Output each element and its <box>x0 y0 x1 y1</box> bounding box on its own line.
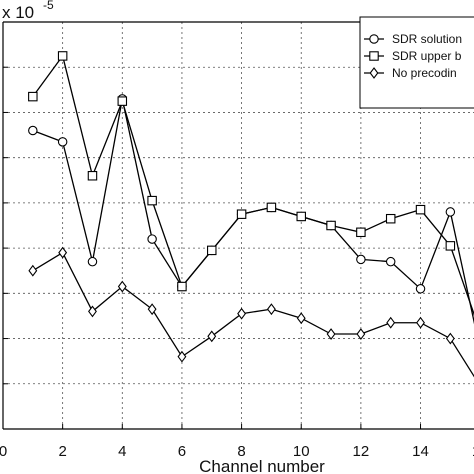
data-point-square <box>28 91 38 102</box>
legend: SDR solution SDR upper b No precodin <box>359 16 474 109</box>
data-point-square <box>147 195 157 206</box>
data-point-diamond <box>88 305 97 318</box>
tick-labels: 0 2 4 6 8 10 12 14 16 <box>0 443 474 460</box>
data-point-diamond <box>326 328 336 340</box>
data-point-square <box>117 96 128 106</box>
data-point-diamond <box>237 307 247 320</box>
data-point-circle <box>356 254 366 265</box>
data-point-circle <box>87 256 98 267</box>
legend-marker-circle <box>369 34 379 44</box>
data-point-diamond <box>58 246 68 259</box>
x-tick-label: 8 <box>237 443 245 460</box>
legend-label: SDR solution <box>392 32 462 46</box>
series-line-circle <box>32 98 474 325</box>
legend-marker-diamond <box>369 67 379 79</box>
series-square <box>28 51 474 316</box>
legend-label: SDR upper b <box>392 49 462 63</box>
legend-marker-square <box>369 51 379 61</box>
data-point-square <box>385 213 396 224</box>
legend-entries: SDR solution SDR upper b No precodin <box>364 32 462 80</box>
data-point-circle <box>28 125 38 136</box>
data-point-diamond <box>445 332 455 345</box>
data-point-diamond <box>28 264 38 277</box>
data-point-diamond <box>207 330 217 343</box>
legend-label: No precodin <box>392 66 457 80</box>
data-point-square <box>415 204 426 215</box>
data-point-square <box>87 171 98 181</box>
data-point-square <box>57 51 68 61</box>
x-tick-label: 10 <box>293 443 310 460</box>
data-point-diamond <box>177 350 187 363</box>
data-point-diamond <box>386 316 396 329</box>
series-circle <box>28 94 474 325</box>
data-point-circle <box>415 284 426 294</box>
data-point-square <box>236 209 247 219</box>
data-point-square <box>207 245 217 256</box>
scale-prefix: x 10 <box>2 3 34 22</box>
data-point-square <box>266 202 277 213</box>
x-tick-label: 16 <box>472 443 474 460</box>
scale-exponent: -5 <box>43 0 54 12</box>
data-point-square <box>445 241 456 251</box>
legend-box <box>359 16 474 109</box>
data-point-diamond <box>117 280 127 293</box>
x-tick-label: 0 <box>0 443 7 460</box>
data-point-circle <box>445 207 456 217</box>
data-point-circle <box>385 256 396 267</box>
x-tick-label: 12 <box>353 443 370 460</box>
series-diamond <box>28 246 474 378</box>
data-point-square <box>356 227 366 238</box>
data-point-square <box>177 281 187 292</box>
data-point-diamond <box>147 303 157 316</box>
data-point-diamond <box>296 312 306 325</box>
data-point-square <box>296 211 306 222</box>
x-tick-label: 6 <box>178 443 186 460</box>
x-axis-label: Channel number <box>199 457 325 474</box>
data-point-circle <box>57 137 68 147</box>
data-point-diamond <box>266 303 276 316</box>
data-point-square <box>326 220 336 231</box>
x-tick-label: 4 <box>118 443 126 460</box>
x-tick-label: 2 <box>58 443 66 460</box>
series-layer <box>28 51 474 378</box>
data-point-diamond <box>416 316 425 329</box>
data-point-diamond <box>356 328 366 340</box>
data-point-circle <box>147 234 157 244</box>
x-tick-label: 14 <box>412 443 429 460</box>
